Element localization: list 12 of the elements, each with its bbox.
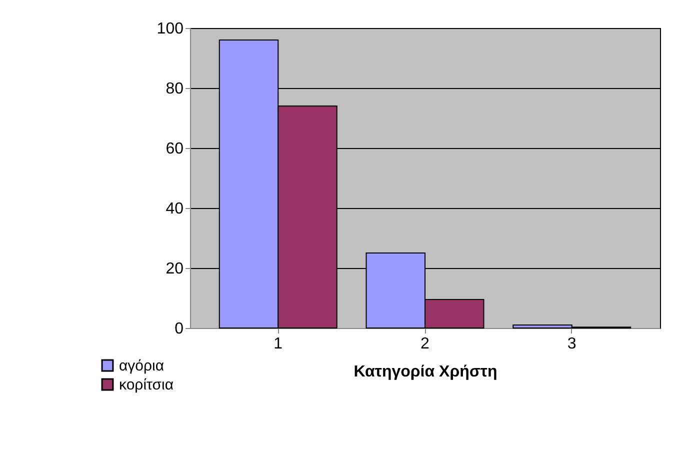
x-tick-label: 1 [274,336,283,352]
x-tick-label: 3 [567,336,576,352]
y-tick-label: 20 [166,260,184,278]
x-tick-label: 2 [420,336,430,352]
y-tick-label: 80 [166,80,184,98]
y-tick-label: 100 [156,20,184,38]
y-tick-label: 40 [166,200,184,218]
y-tick-label: 0 [174,320,184,338]
x-axis-title: Κατηγορία Χρήστη [354,364,498,380]
legend-label: αγόρια [119,358,164,374]
y-tick-label: 60 [166,140,184,158]
legend-label: κορίτσια [119,376,174,394]
